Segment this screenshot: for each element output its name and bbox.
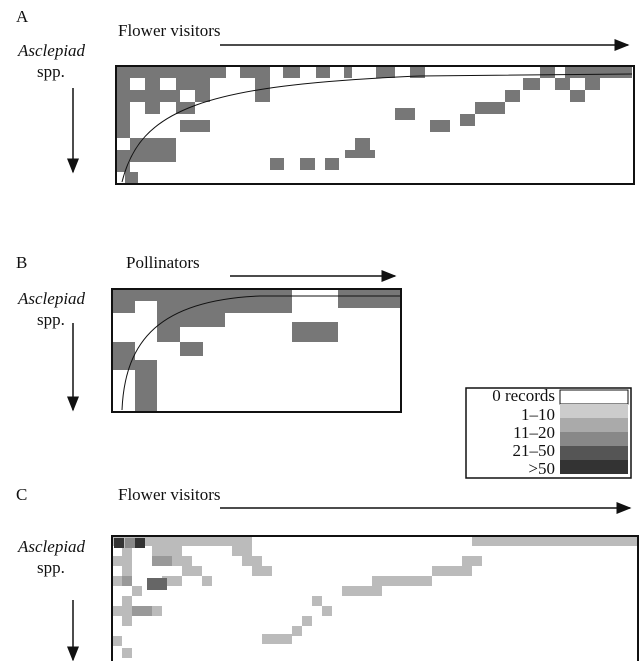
matrix-cell: [147, 578, 167, 590]
panel-label: B: [16, 253, 27, 272]
y-label-suffix: spp.: [37, 310, 65, 329]
x-label: Flower visitors: [118, 21, 220, 40]
y-label-suffix: spp.: [37, 558, 65, 577]
legend-label: 1–10: [521, 405, 555, 424]
curve: [121, 73, 633, 183]
legend-label: 11–20: [513, 423, 555, 442]
matrix-cells: [112, 289, 401, 412]
legend-label: >50: [528, 459, 555, 478]
x-label: Flower visitors: [118, 485, 220, 504]
legend-label: 0 records: [492, 386, 555, 405]
matrix-cells: [116, 66, 632, 184]
x-label: Pollinators: [126, 253, 200, 272]
curve: [121, 295, 401, 411]
y-label: Asclepiad: [17, 537, 86, 556]
y-label: Asclepiad: [17, 41, 86, 60]
matrix-cells: [112, 536, 638, 658]
legend: 0 records 1–10 11–20 21–50 >50: [465, 386, 632, 479]
y-label-suffix: spp.: [37, 62, 65, 81]
matrix-cell: [152, 556, 172, 566]
panel-label: C: [16, 485, 27, 504]
matrix-cell: [135, 538, 145, 548]
y-label: Asclepiad: [17, 289, 86, 308]
matrix-frame: [115, 65, 635, 185]
matrix-cell: [132, 606, 152, 616]
matrix-cell: [122, 576, 132, 586]
legend-label: 21–50: [513, 441, 556, 460]
matrix-cell: [125, 538, 135, 548]
matrix-cell: [114, 538, 124, 548]
matrix-frame: [111, 535, 639, 661]
panel-label: A: [16, 7, 29, 26]
matrix-frame: [111, 288, 402, 413]
